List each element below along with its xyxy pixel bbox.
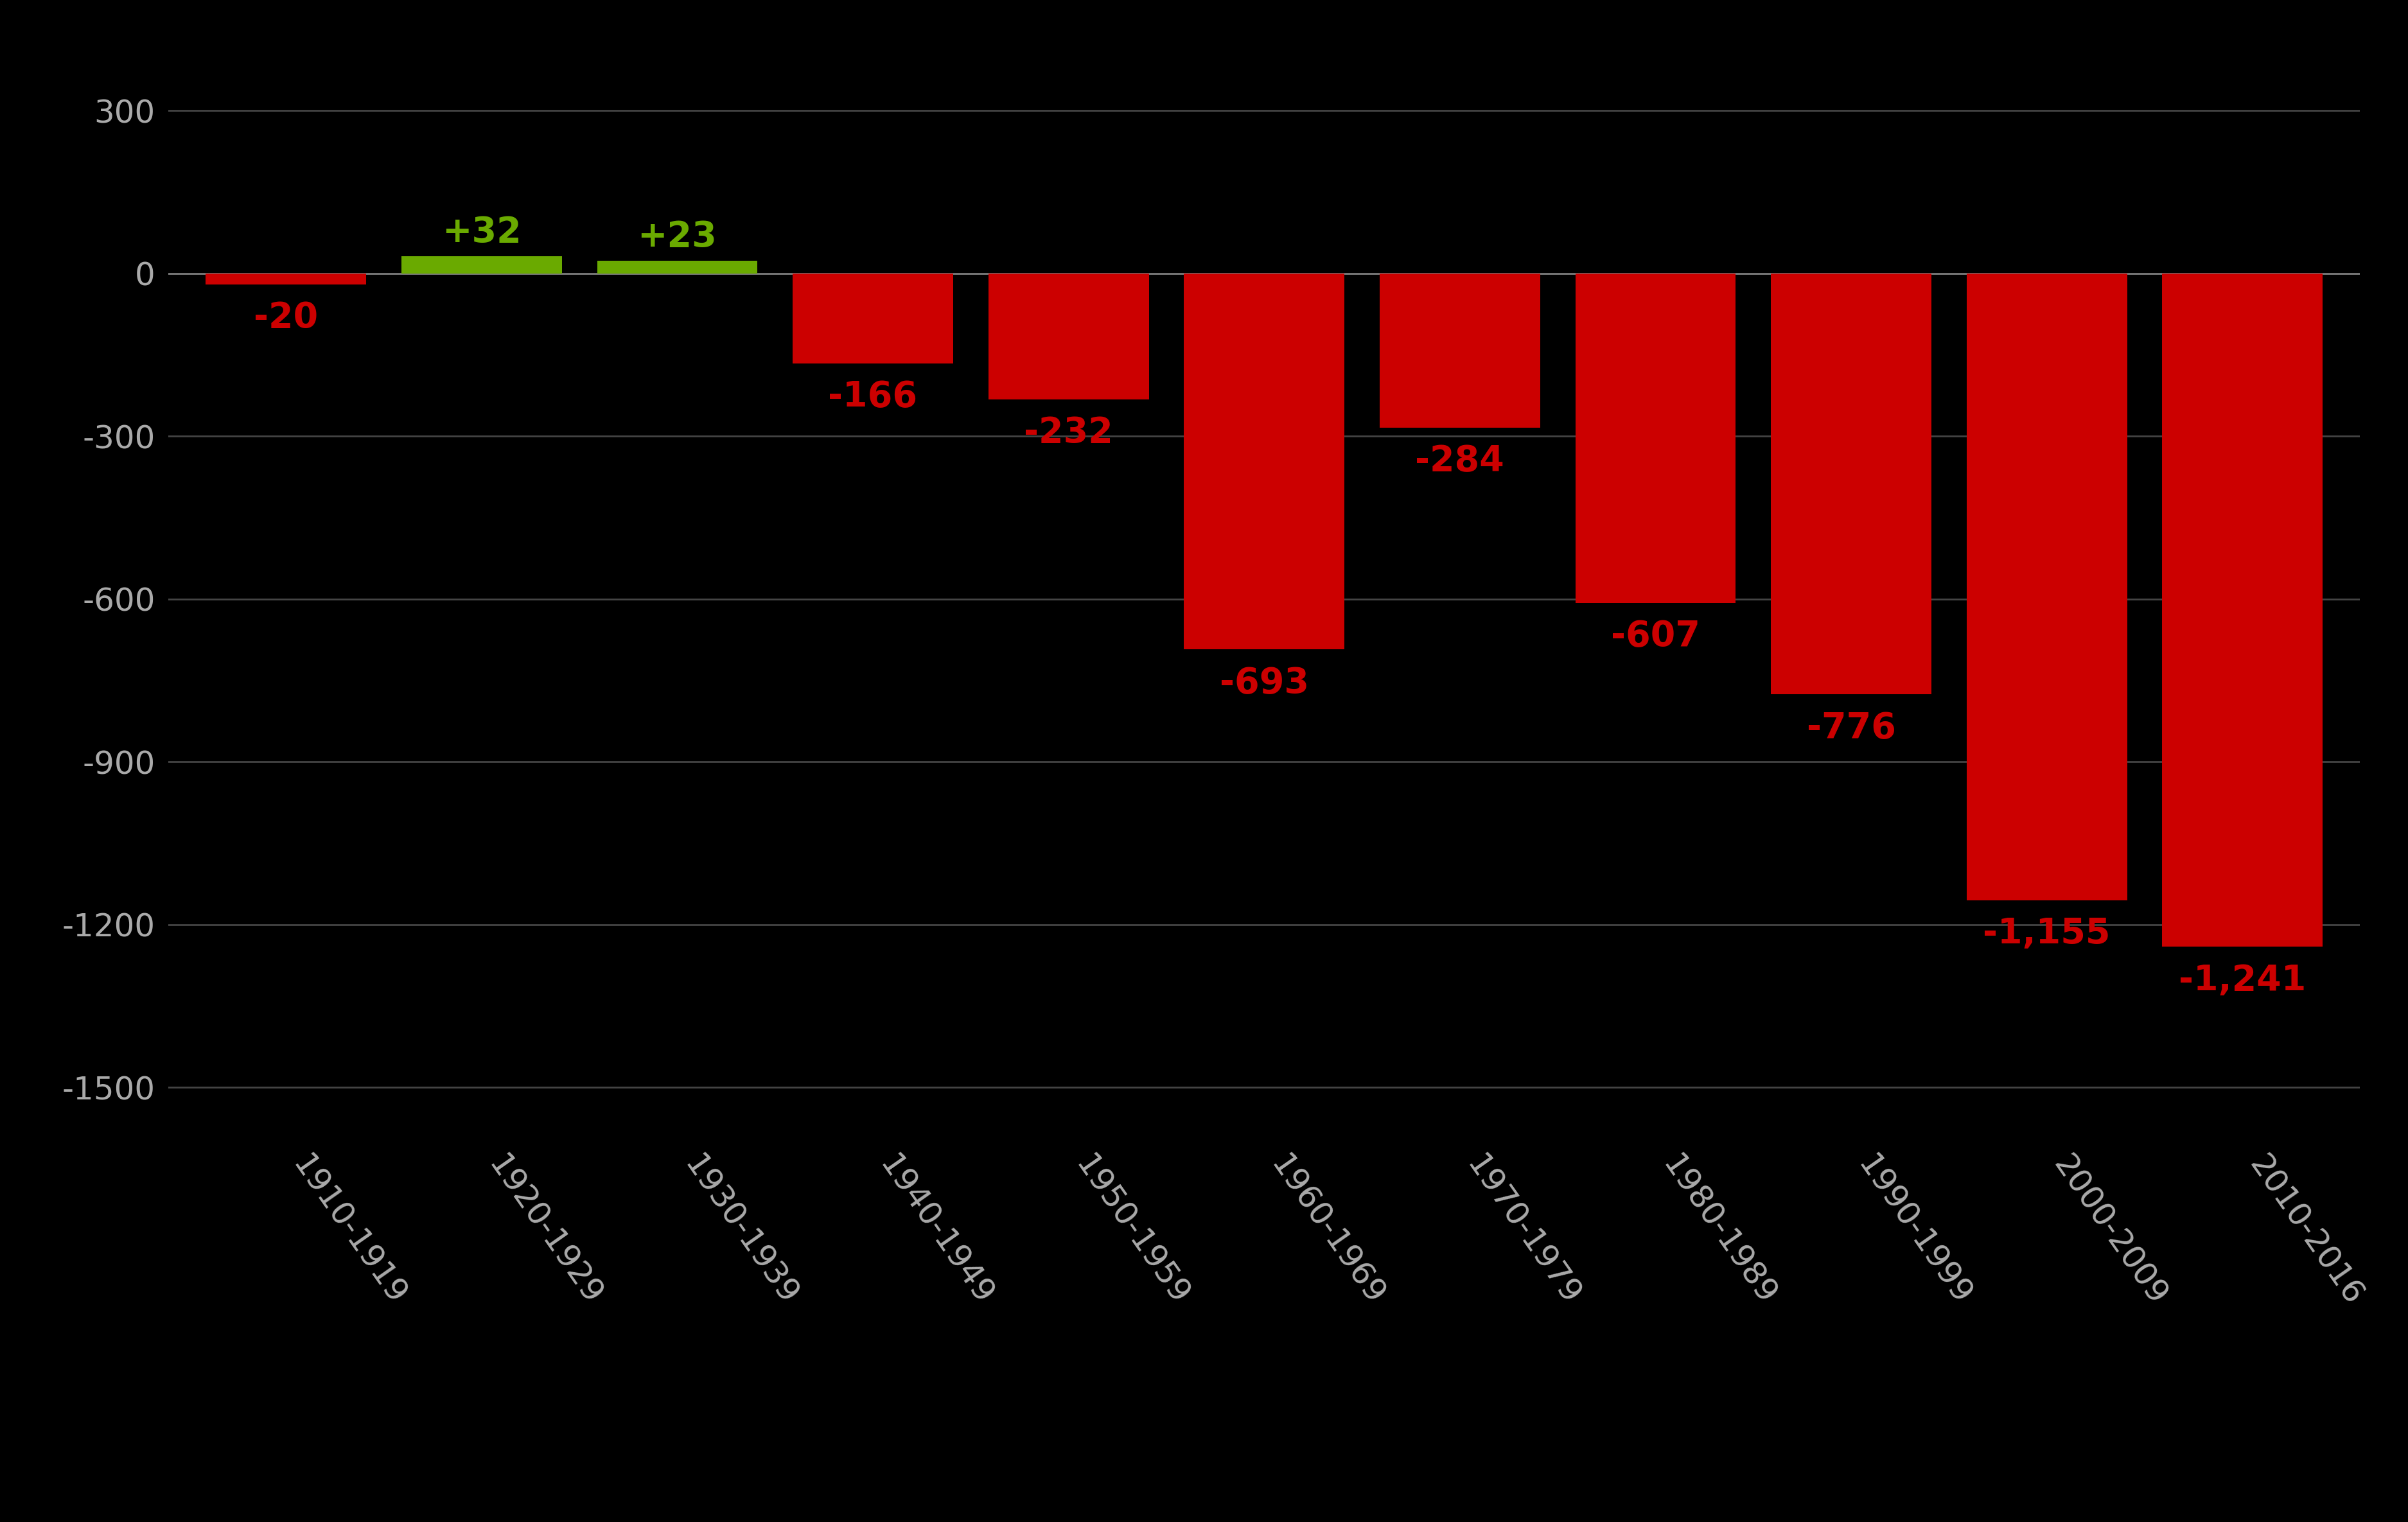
Bar <box>987 274 1149 399</box>
Bar <box>402 256 561 274</box>
Bar <box>792 274 954 364</box>
Text: -284: -284 <box>1416 444 1505 478</box>
Text: -1,155: -1,155 <box>1984 916 2109 951</box>
Bar <box>597 262 759 274</box>
Text: -166: -166 <box>828 380 917 414</box>
Bar <box>1770 274 1931 694</box>
Text: +32: +32 <box>441 215 523 250</box>
Text: -232: -232 <box>1023 416 1112 451</box>
Bar <box>1380 274 1541 428</box>
Bar <box>1575 274 1736 603</box>
Bar <box>205 274 366 285</box>
Bar <box>1967 274 2126 900</box>
Text: -20: -20 <box>253 301 318 335</box>
Text: +23: +23 <box>638 219 718 254</box>
Text: -1,241: -1,241 <box>2179 963 2307 998</box>
Bar <box>1185 274 1344 650</box>
Text: -776: -776 <box>1806 711 1895 746</box>
Bar <box>2162 274 2324 947</box>
Text: -607: -607 <box>1611 619 1700 654</box>
Text: -693: -693 <box>1218 665 1310 700</box>
